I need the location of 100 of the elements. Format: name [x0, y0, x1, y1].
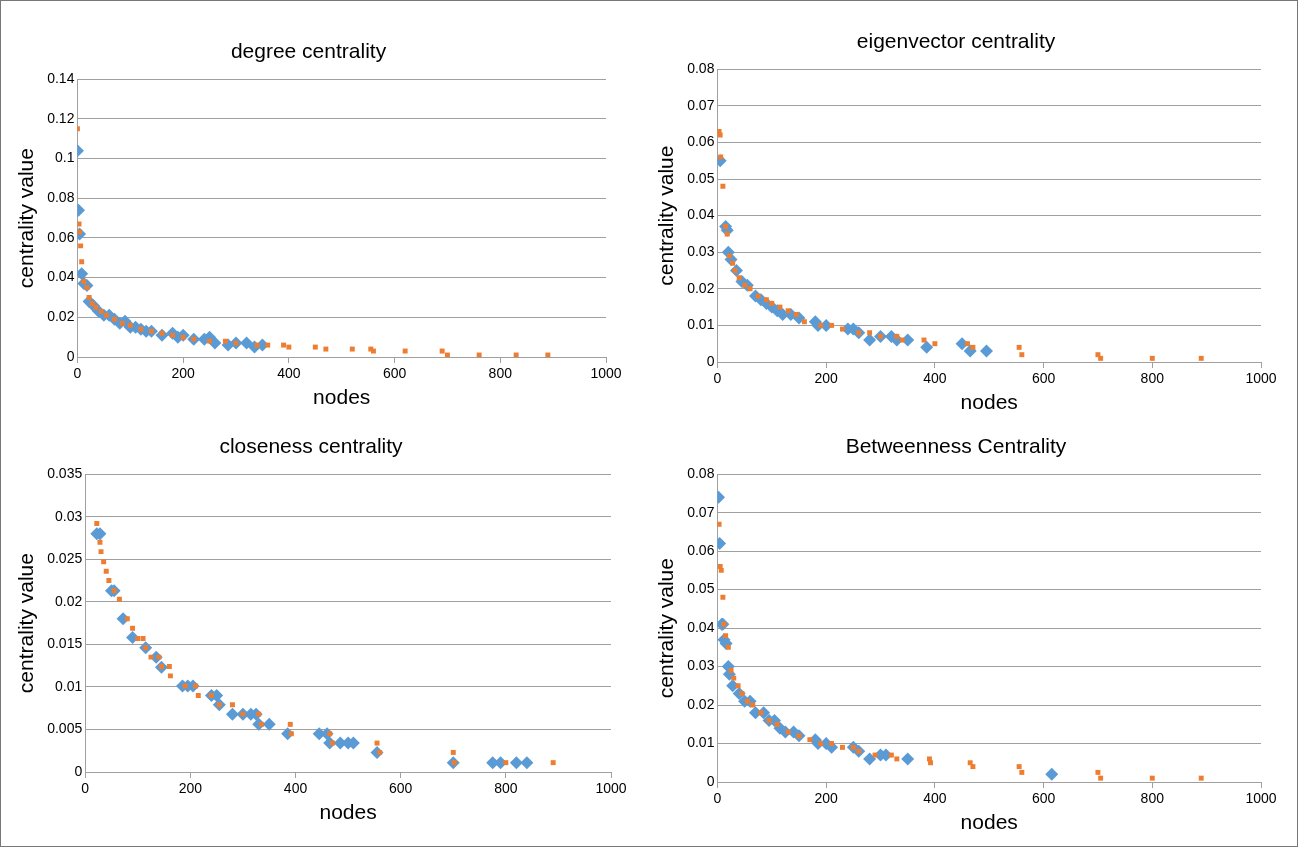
point	[124, 616, 130, 622]
point	[135, 635, 141, 641]
point	[281, 342, 287, 348]
point	[509, 756, 523, 770]
y-tick-label: 0.08	[47, 189, 75, 206]
point	[103, 568, 109, 574]
point	[444, 352, 450, 357]
point	[312, 344, 318, 350]
point	[450, 749, 456, 755]
point	[97, 539, 103, 545]
point	[476, 352, 482, 357]
x-axis-title: nodes	[960, 390, 1018, 414]
point	[1149, 775, 1155, 781]
point	[1198, 775, 1204, 781]
y-tick-label: 0.03	[54, 507, 83, 524]
y-axis-title: centrality value	[654, 558, 678, 699]
point	[513, 352, 519, 357]
y-tick-label: 0.06	[47, 228, 75, 245]
y-tick-label: 0.08	[687, 60, 715, 77]
point	[901, 752, 915, 766]
point	[839, 744, 845, 750]
point	[195, 692, 201, 698]
point	[1095, 769, 1101, 775]
y-tick-label: 0.12	[47, 109, 75, 126]
point	[1149, 355, 1155, 361]
chart-title: degree centrality	[230, 39, 387, 63]
point	[818, 741, 824, 746]
point	[774, 721, 780, 727]
point	[726, 253, 732, 259]
point	[777, 304, 783, 310]
point	[101, 559, 107, 565]
y-tick-label: 0.04	[47, 268, 75, 285]
point	[182, 683, 188, 689]
point	[731, 675, 737, 681]
point	[229, 702, 235, 708]
point	[104, 312, 109, 318]
point	[166, 664, 172, 669]
x-tick-label: 200	[814, 370, 839, 387]
point	[718, 154, 724, 160]
point	[106, 578, 112, 584]
point	[970, 344, 976, 350]
y-tick-label: 0.14	[47, 70, 75, 87]
y-tick-label: 0.02	[687, 695, 715, 712]
x-tick-label: 800	[1140, 790, 1165, 807]
point	[736, 275, 742, 281]
point	[1016, 344, 1022, 350]
point	[167, 673, 173, 679]
point	[207, 338, 213, 344]
x-tick-label: 600	[1031, 370, 1056, 387]
point	[288, 731, 294, 737]
point	[932, 341, 938, 347]
y-tick-label: 0.06	[687, 542, 715, 559]
point	[77, 221, 82, 227]
point	[240, 336, 254, 350]
point	[863, 752, 877, 766]
y-tick-label: 0.06	[687, 133, 715, 150]
y-tick-label: 0.1	[54, 149, 75, 166]
point	[742, 282, 748, 288]
point	[1095, 352, 1101, 358]
x-tick-label: 400	[923, 790, 947, 807]
x-tick-label: 800	[494, 780, 518, 797]
point	[839, 326, 845, 332]
y-tick-label: 0.01	[687, 734, 715, 751]
point	[750, 702, 756, 708]
point	[965, 341, 970, 347]
point	[1016, 764, 1022, 770]
point	[116, 596, 122, 602]
point	[801, 319, 807, 325]
point	[785, 308, 791, 314]
point	[1098, 355, 1104, 361]
point	[899, 337, 905, 343]
point	[148, 654, 154, 660]
point	[928, 760, 933, 766]
point	[402, 348, 408, 354]
point	[718, 567, 724, 573]
point	[323, 346, 329, 352]
point	[225, 707, 239, 721]
x-tick-label: 200	[178, 780, 203, 797]
point	[140, 635, 146, 641]
point	[755, 293, 761, 299]
point	[894, 756, 900, 762]
point	[98, 308, 104, 314]
point	[829, 741, 835, 746]
point	[77, 267, 89, 281]
point	[894, 333, 900, 339]
y-axis-title: centrality value	[654, 145, 678, 286]
y-axis-title: centrality value	[14, 148, 38, 289]
point	[863, 333, 877, 347]
y-axis-title: centrality value	[14, 553, 38, 694]
y-tick-label: 0.04	[687, 618, 715, 635]
x-tick-label: 800	[488, 365, 513, 382]
x-tick-label: 1000	[595, 780, 627, 797]
x-tick-label: 600	[389, 780, 413, 797]
point	[86, 295, 92, 300]
point	[1019, 769, 1025, 775]
y-tick-label: 0.07	[687, 96, 715, 113]
x-axis-title: nodes	[313, 385, 371, 409]
point	[735, 683, 741, 689]
point	[79, 259, 85, 265]
x-tick-label: 600	[382, 365, 407, 382]
